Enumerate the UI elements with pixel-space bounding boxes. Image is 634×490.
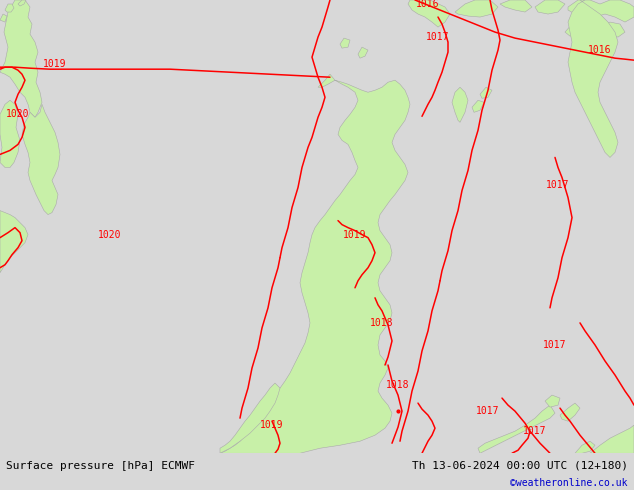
Polygon shape [565,24,580,36]
Polygon shape [568,0,634,22]
Polygon shape [560,403,580,421]
Polygon shape [568,0,618,157]
Text: 1017: 1017 [523,426,547,436]
Text: Th 13-06-2024 00:00 UTC (12+180): Th 13-06-2024 00:00 UTC (12+180) [411,460,628,470]
Text: 1020: 1020 [98,230,122,240]
Polygon shape [220,74,410,453]
Polygon shape [0,100,20,168]
Polygon shape [220,383,280,453]
Polygon shape [500,0,532,12]
Polygon shape [340,38,350,48]
Polygon shape [22,104,60,215]
Text: 1017: 1017 [547,179,570,190]
Text: 1018: 1018 [386,380,410,390]
Polygon shape [408,0,450,27]
Polygon shape [590,425,634,453]
Text: 1019: 1019 [343,230,366,240]
Polygon shape [472,100,484,112]
Polygon shape [452,87,468,122]
Polygon shape [478,405,555,453]
Text: 1016: 1016 [417,0,440,9]
Text: 1017: 1017 [426,32,450,42]
Polygon shape [455,0,498,17]
Polygon shape [480,87,492,98]
Text: 1019: 1019 [260,420,284,430]
Text: ©weatheronline.co.uk: ©weatheronline.co.uk [510,478,628,489]
Text: 1020: 1020 [6,109,30,120]
Polygon shape [18,0,26,6]
Text: Surface pressure [hPa] ECMWF: Surface pressure [hPa] ECMWF [6,461,195,471]
Polygon shape [0,0,42,117]
Text: 1019: 1019 [43,59,67,69]
Polygon shape [545,395,560,407]
Polygon shape [535,0,565,14]
Polygon shape [600,22,625,37]
Polygon shape [0,211,28,273]
Text: 1018: 1018 [370,318,394,328]
Polygon shape [358,47,368,58]
Polygon shape [0,14,7,22]
Text: 1017: 1017 [543,340,567,350]
Text: 1016: 1016 [588,45,612,55]
Polygon shape [5,4,14,12]
Text: 1017: 1017 [476,406,500,416]
Polygon shape [575,441,595,453]
